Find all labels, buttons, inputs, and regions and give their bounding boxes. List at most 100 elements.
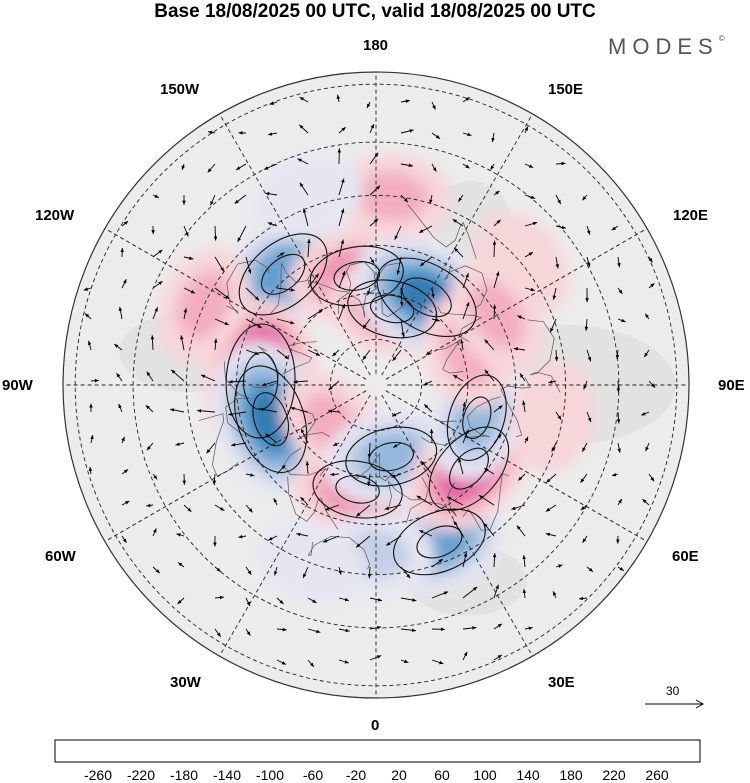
wind-arrow [121, 469, 129, 475]
wind-arrow [152, 566, 161, 574]
wind-arrow [307, 238, 311, 258]
wind-arrow [490, 163, 495, 171]
coastline [437, 306, 483, 343]
latitude-circle [329, 338, 423, 432]
wind-arrow [114, 343, 123, 351]
anomaly-patch [255, 520, 367, 607]
wind-arrow [555, 194, 562, 205]
coastline [349, 453, 395, 482]
wind-arrow [429, 428, 434, 444]
wind-arrow [332, 442, 340, 447]
wind-arrow [648, 473, 655, 482]
wind-arrow [583, 380, 588, 390]
wind-arrow [245, 349, 260, 355]
colorbar-tick-label: 140 [516, 767, 540, 783]
coastline [223, 360, 251, 437]
wind-arrow [419, 256, 433, 267]
vector-scale-reference: 30 [640, 684, 710, 714]
wind-arrow [369, 218, 379, 227]
wind-arrow [152, 473, 158, 480]
wind-arrow [586, 566, 594, 573]
wind-arrow [548, 380, 557, 384]
wind-arrow [245, 597, 251, 607]
wind-arrow [400, 659, 409, 664]
wind-arrow [276, 349, 289, 360]
wind-arrow [452, 218, 464, 227]
wind-arrow [400, 194, 409, 203]
wind-arrow [400, 129, 414, 134]
coastline [337, 288, 377, 318]
wind-arrow [418, 225, 433, 234]
contour-ring [428, 426, 510, 511]
wind-arrow [268, 535, 278, 541]
wind-arrow [324, 504, 340, 511]
wind-arrow [555, 564, 563, 568]
label-150e: 150E [548, 81, 584, 98]
wind-arrow [551, 442, 557, 452]
wind-arrow [213, 338, 218, 351]
colorbar-tick-label: -60 [302, 767, 324, 783]
wind-arrow [177, 562, 185, 568]
wind-arrow [208, 130, 216, 135]
wind-arrow [617, 287, 623, 295]
wind-arrow [267, 132, 278, 136]
wind-arrow [554, 349, 559, 362]
coastline [282, 341, 317, 375]
wind-arrow [493, 584, 499, 599]
wind-arrow [493, 219, 501, 227]
wind-arrow [369, 597, 383, 602]
wind-arrow [483, 522, 495, 537]
wind-arrow [545, 504, 557, 512]
meridian-line [104, 390, 367, 542]
wind-arrow [175, 442, 185, 446]
wind-arrow [462, 96, 470, 103]
wind-arrow [462, 552, 468, 568]
coastline [435, 339, 464, 374]
wind-arrow [431, 163, 437, 172]
coastline [287, 476, 339, 530]
wind-arrow [245, 473, 255, 477]
wind-arrow [276, 597, 284, 605]
wind-arrow [555, 225, 567, 230]
wind-arrow [267, 222, 278, 227]
wind-arrow [511, 504, 526, 510]
wind-arrow [643, 349, 650, 358]
wind-arrow [645, 442, 650, 452]
wind-arrow [296, 532, 309, 537]
wind-arrow [400, 597, 417, 602]
wind-arrow [453, 247, 464, 258]
wind-arrow [212, 473, 217, 485]
wind-arrow [338, 178, 345, 196]
wind-arrow [524, 163, 534, 169]
wind-arrow [276, 318, 295, 325]
wind-arrow [580, 504, 588, 511]
wind-arrow [493, 433, 502, 444]
wind-arrow [462, 163, 470, 169]
wind-arrow [88, 466, 93, 475]
wind-arrow [648, 256, 653, 263]
wind-vectors [83, 94, 656, 668]
wind-arrow [522, 400, 526, 413]
wind-arrow [384, 504, 402, 511]
contour-ring [345, 426, 438, 487]
wind-arrow [581, 194, 588, 201]
wind-arrow [276, 287, 295, 292]
wind-arrow [338, 566, 342, 575]
wind-arrow [121, 278, 127, 289]
wind-arrow [369, 152, 379, 165]
wind-arrow [552, 287, 557, 300]
vector-scale-value: 30 [666, 684, 680, 698]
wind-arrow [83, 287, 92, 291]
wind-arrow [431, 558, 444, 568]
wind-arrow [578, 596, 588, 601]
label-120e: 120E [673, 207, 709, 224]
wind-arrow [214, 595, 224, 600]
wind-arrow [555, 411, 562, 420]
coastline [282, 447, 327, 477]
wind-arrow [642, 498, 650, 506]
wind-arrow [431, 591, 449, 599]
wind-arrow [524, 251, 534, 258]
wind-arrow [493, 190, 500, 196]
wind-arrow [237, 225, 247, 243]
wind-arrow [369, 655, 382, 661]
